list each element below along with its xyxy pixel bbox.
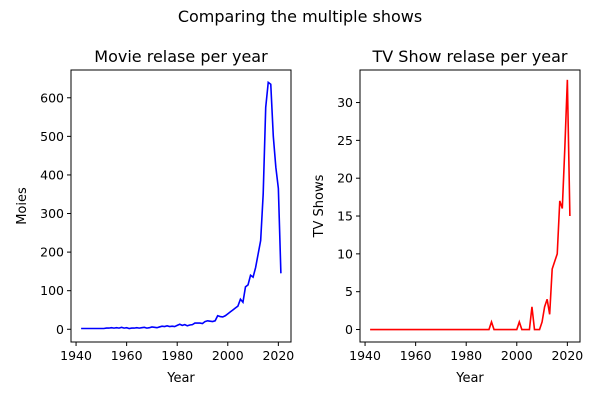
tvshows-series-line xyxy=(370,79,571,331)
tvshows-y-tick-label: 25 xyxy=(337,133,353,148)
movies-axis-ticks: 1940 1960 1980 2000 2020 0 100 200 300 400 500 600 xyxy=(40,90,294,363)
movies-y-tick-label: 200 xyxy=(40,245,64,260)
tvshows-y-tick-label: 30 xyxy=(337,95,353,110)
tvshows-y-tick-label: 10 xyxy=(337,246,353,261)
movies-x-tick-label: 1960 xyxy=(111,348,143,363)
movies-x-tick-label: 2000 xyxy=(212,348,244,363)
tvshows-x-tick-label: 2020 xyxy=(551,348,583,363)
tvshows-x-tick-label: 1940 xyxy=(349,348,381,363)
tvshows-x-tick-label: 1960 xyxy=(400,348,432,363)
tvshows-x-axis-label: Year xyxy=(455,371,484,386)
movies-x-tick-label: 1980 xyxy=(161,348,193,363)
tvshows-y-axis-label: TV Shows xyxy=(312,174,327,238)
movies-series-line xyxy=(81,80,282,330)
movies-y-tick-label: 300 xyxy=(40,206,64,221)
movies-y-tick-label: 100 xyxy=(40,283,64,298)
movies-plot-frame xyxy=(70,69,292,343)
tvshows-axis-ticks: 1940 1960 1980 2000 2020 0 5 10 15 20 25 30 xyxy=(337,95,583,363)
figure-title: Comparing the multiple shows xyxy=(178,7,422,26)
movies-y-tick-label: 600 xyxy=(40,90,64,105)
tvshows-chart-title: TV Show relase per year xyxy=(371,47,567,66)
tvshows-y-tick-label: 15 xyxy=(337,209,353,224)
tvshows-x-tick-label: 2000 xyxy=(501,348,533,363)
tvshows-y-tick-label: 20 xyxy=(337,171,353,186)
movies-y-tick-label: 500 xyxy=(40,129,64,144)
tvshows-y-tick-label: 0 xyxy=(345,322,353,337)
movies-y-axis-label: Moies xyxy=(15,187,30,225)
tvshows-x-tick-label: 1980 xyxy=(450,348,482,363)
tvshows-plot-frame xyxy=(359,69,581,343)
movies-chart-title: Movie relase per year xyxy=(94,47,268,66)
movies-x-tick-label: 2020 xyxy=(262,348,294,363)
movies-axes: Movie relase per year 1940 1960 1980 2000 20… xyxy=(15,47,294,386)
movies-y-tick-label: 400 xyxy=(40,167,64,182)
tvshows-y-tick-label: 5 xyxy=(345,284,353,299)
movies-y-tick-label: 0 xyxy=(56,322,64,337)
movies-x-tick-label: 1940 xyxy=(60,348,92,363)
tvshows-axes: TV Show relase per year 1940 1960 1980 2000… xyxy=(312,47,583,386)
movies-x-axis-label: Year xyxy=(166,371,195,386)
